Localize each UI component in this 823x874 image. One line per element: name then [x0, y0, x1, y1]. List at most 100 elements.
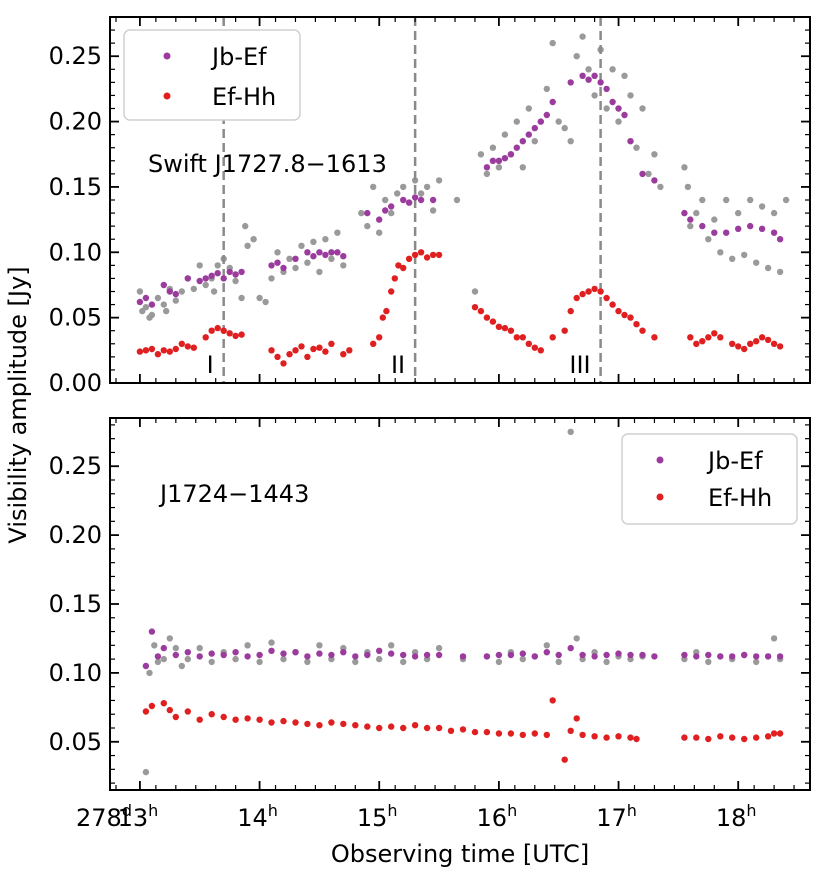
bottom-jb-ef-point — [681, 651, 688, 659]
y-tick-label: 0.15 — [49, 590, 102, 618]
bottom-ef-hh-point — [459, 726, 467, 733]
bottom-ef-hh-point — [400, 724, 407, 732]
bottom-ticks: 0.05 0.10 0.15 0.20 0.25 13h 14h 15h 16h 17h 18h — [49, 418, 810, 832]
top-ef-hh-point — [537, 347, 544, 354]
bottom-ef-hh-point — [495, 730, 503, 737]
top-jb-ef-point — [214, 270, 221, 277]
bottom-gray-point — [555, 658, 562, 666]
top-gray-point — [453, 196, 461, 204]
bottom-ef-hh-point — [280, 717, 287, 725]
bottom-gray-point — [178, 662, 185, 670]
top-gray-point — [210, 288, 218, 295]
top-jb-ef-point — [411, 194, 419, 201]
bottom-ef-hh-point — [423, 724, 431, 732]
top-jb-ef-point — [537, 118, 544, 125]
top-jb-ef-point — [639, 170, 646, 178]
top-gray-point — [340, 262, 347, 269]
top-ef-hh-point — [166, 348, 173, 355]
top-gray-point — [322, 236, 329, 243]
top-jb-ef-point — [142, 294, 150, 302]
bottom-jb-ef-point — [705, 651, 712, 659]
bottom-jb-ef-point — [196, 653, 203, 660]
bottom-gray-point — [280, 655, 287, 663]
top-ef-hh-point — [627, 314, 634, 321]
y-tick-label: 0.10 — [49, 238, 102, 266]
top-gray-point — [489, 144, 497, 151]
bottom-ef-hh-point — [184, 708, 191, 715]
bottom-gray-point — [567, 428, 574, 435]
top-gray-point — [561, 124, 568, 132]
bottom-ef-hh-point — [603, 734, 610, 741]
top-jb-ef-point — [735, 225, 742, 232]
bottom-ef-hh-point — [681, 734, 688, 741]
bottom-legend-box — [621, 433, 798, 525]
x-tick-label: 17h — [596, 801, 637, 832]
y-tick-label: 0.05 — [49, 728, 102, 756]
top-gray-point — [723, 196, 730, 204]
day-label-number: 278 — [76, 804, 122, 832]
bottom-gray-point — [376, 655, 383, 663]
top-gray-point — [567, 138, 574, 145]
top-gray-point — [519, 164, 526, 171]
top-gray-point — [172, 297, 179, 304]
bottom-gray-point — [316, 642, 323, 649]
bottom-jb-ef-point — [459, 653, 467, 660]
top-gray-point — [429, 207, 437, 214]
top-gray-point — [310, 238, 317, 245]
bottom-ef-hh-point — [627, 734, 634, 741]
top-gray-point — [256, 294, 263, 302]
bottom-jb-ef-point — [615, 650, 622, 657]
top-gray-point — [693, 209, 700, 217]
top-gray-point — [244, 242, 251, 249]
top-jb-ef-point — [519, 138, 526, 145]
bottom-ef-hh-point — [316, 722, 323, 729]
bottom-ef-hh-point — [519, 731, 526, 739]
panel-bottom: 0.05 0.10 0.15 0.20 0.25 13h 14h 15h 16h 17h 18h J… — [49, 417, 811, 832]
top-ef-hh-point — [741, 345, 748, 353]
top-ef-hh-point — [591, 285, 598, 293]
top-gray-point — [627, 92, 634, 99]
top-jb-ef-point — [758, 225, 766, 232]
top-ef-hh-point — [483, 314, 491, 321]
bottom-gray-point — [154, 658, 162, 666]
top-ef-hh-point — [298, 343, 305, 350]
top-gray-point — [585, 66, 592, 73]
bottom-ef-hh-point — [148, 702, 156, 710]
top-gray-point — [513, 118, 520, 125]
top-gray-point — [477, 151, 485, 158]
bottom-gray-point — [166, 635, 173, 642]
top-ef-hh-point — [395, 262, 402, 269]
top-gray-point — [286, 255, 293, 262]
top-gray-point — [753, 259, 760, 266]
bottom-jb-ef-point — [776, 653, 784, 660]
top-ef-hh-point — [579, 290, 586, 298]
top-jb-ef-point — [340, 253, 347, 260]
x-tick-label: 15h — [357, 801, 398, 832]
top-gray-point — [758, 203, 766, 210]
bottom-jb-ef-point — [244, 653, 251, 660]
top-ef-hh-point — [405, 255, 413, 262]
top-ef-hh-point — [711, 330, 718, 337]
top-jb-ef-point — [400, 196, 407, 204]
top-jb-ef-point — [382, 207, 389, 214]
top-ef-hh-points — [136, 249, 784, 367]
bottom-jb-ef-point — [304, 653, 311, 660]
top-jb-ef-point — [405, 199, 413, 206]
top-ef-hh-point — [735, 343, 742, 350]
bottom-ef-hh-point — [573, 715, 580, 722]
top-jb-ef-point — [172, 290, 179, 298]
bottom-gray-point — [184, 655, 191, 663]
top-ef-hh-point — [525, 340, 532, 347]
top-jb-ef-point — [184, 275, 191, 282]
bottom-jb-ef-point — [639, 651, 646, 659]
top-gray-point — [163, 307, 170, 315]
top-ef-hh-point — [770, 340, 778, 347]
top-gray-point — [394, 190, 401, 197]
top-jb-ef-point — [531, 124, 538, 132]
bottom-jb-ef-point — [567, 644, 574, 652]
x-tick-label: 16h — [477, 801, 518, 832]
y-tick-label: 0.20 — [49, 108, 102, 136]
top-ef-hh-point — [142, 347, 150, 354]
bottom-legend-ef-hh-label: Ef-Hh — [708, 484, 772, 512]
top-gray-point — [764, 264, 772, 272]
